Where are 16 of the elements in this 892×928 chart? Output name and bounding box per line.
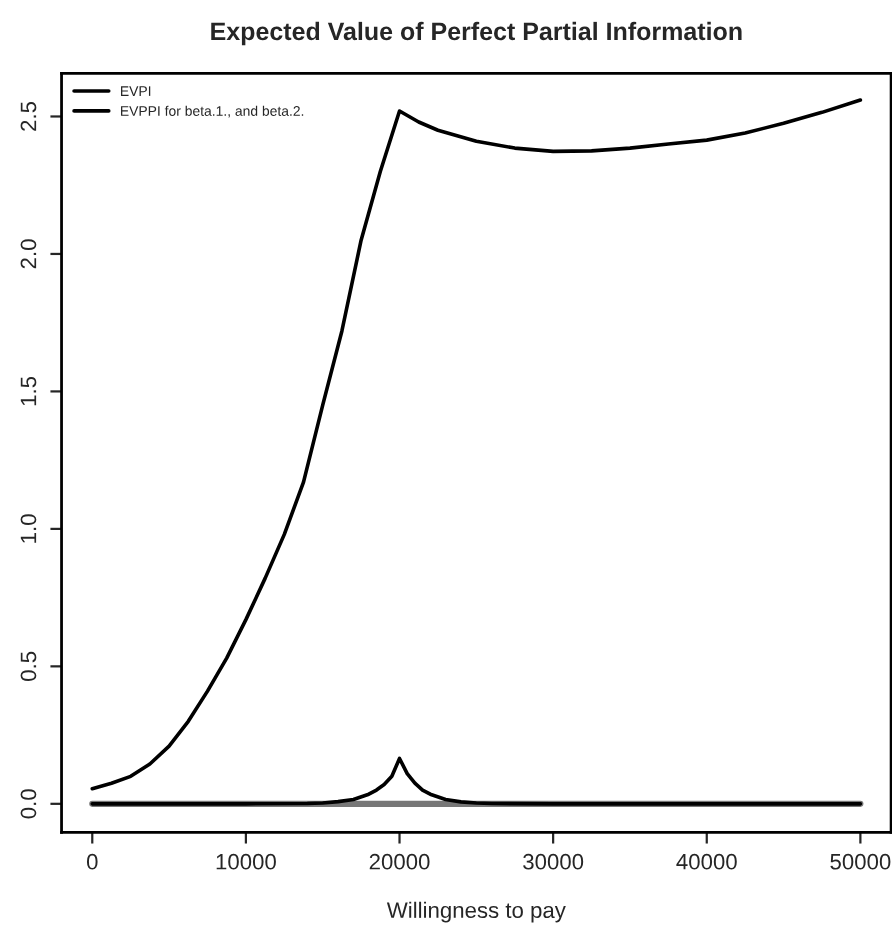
y-tick-label: 1.0 [20,514,37,543]
chart-title: Expected Value of Perfect Partial Information [211,21,742,46]
y-tick-label: 0.0 [20,789,37,819]
y-tick-label: 2.5 [20,101,37,131]
y-tick-label: 1.5 [20,376,37,406]
x-tick-label: 0 [86,853,98,870]
x-tick-label: 50000 [830,853,891,870]
x-tick-label: 20000 [369,853,430,870]
line-series [90,98,863,791]
x-tick-label: 30000 [523,853,584,870]
y-tick-label: 0.5 [20,651,37,681]
line-series [90,756,863,806]
x-axis-title: Willingness to pay [386,901,566,923]
x-tick-label: 10000 [216,853,276,870]
x-tick-label: 40000 [676,853,737,870]
y-tick-label: 2.0 [20,239,37,269]
